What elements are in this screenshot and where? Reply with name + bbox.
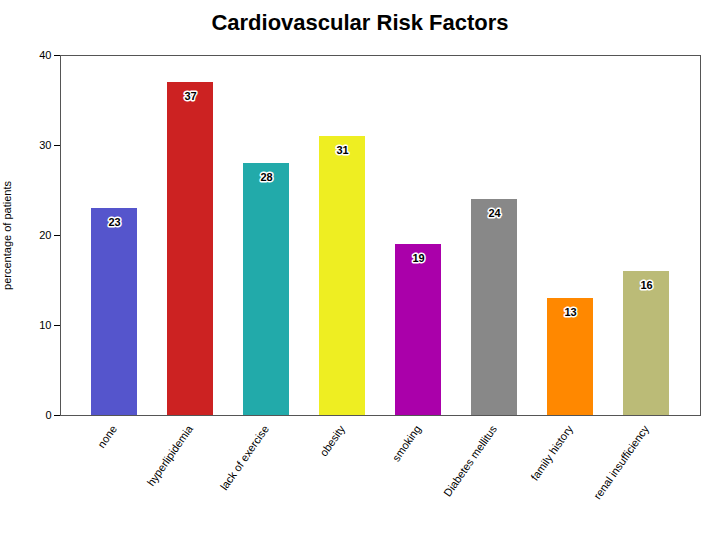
svg-text:percentage of patients: percentage of patients — [1, 181, 13, 290]
svg-text:28: 28 — [260, 171, 272, 183]
svg-text:0: 0 — [45, 409, 51, 421]
svg-text:none: none — [95, 423, 119, 450]
svg-text:renal insufficiency: renal insufficiency — [591, 423, 651, 502]
svg-text:hyperlipidemia: hyperlipidemia — [145, 422, 196, 488]
svg-text:37: 37 — [184, 90, 196, 102]
svg-text:family history: family history — [528, 423, 575, 483]
svg-text:10: 10 — [39, 319, 51, 331]
svg-text:Diabetes mellitus: Diabetes mellitus — [441, 423, 499, 499]
svg-text:20: 20 — [39, 229, 51, 241]
svg-text:16: 16 — [640, 279, 652, 291]
svg-text:13: 13 — [564, 306, 576, 318]
svg-text:23: 23 — [108, 216, 120, 228]
svg-text:obesity: obesity — [317, 423, 347, 459]
svg-text:19: 19 — [412, 252, 424, 264]
svg-text:24: 24 — [488, 207, 501, 219]
svg-text:lack of exercise: lack of exercise — [218, 423, 271, 492]
svg-text:30: 30 — [39, 139, 51, 151]
html-text:Cardiovascular Risk Factors: Cardiovascular Risk Factors — [211, 10, 509, 35]
svg-text:31: 31 — [336, 144, 348, 156]
svg-text:smoking: smoking — [390, 423, 423, 463]
svg-text:40: 40 — [39, 49, 51, 61]
